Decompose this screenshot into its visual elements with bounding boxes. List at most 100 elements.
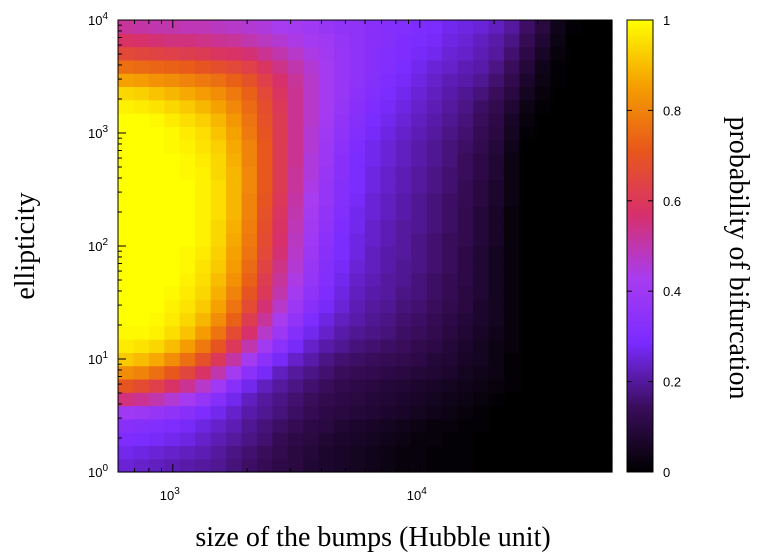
heatmap-cell: [565, 73, 582, 88]
heatmap-cell: [565, 352, 582, 367]
heatmap-cell: [287, 458, 304, 473]
heatmap-cell: [519, 418, 536, 433]
x-tick-label: 104: [407, 486, 427, 503]
heatmap-cell: [380, 259, 397, 274]
heatmap-cell: [318, 46, 335, 61]
heatmap-cell: [395, 206, 412, 221]
heatmap-cell: [303, 246, 320, 260]
heatmap-cell: [287, 445, 304, 460]
heatmap-cell: [488, 126, 505, 141]
heatmap-cell: [411, 219, 428, 234]
heatmap-cell: [272, 285, 289, 300]
heatmap-cell: [133, 259, 150, 274]
heatmap-cell: [519, 152, 536, 167]
heatmap-cell: [534, 432, 551, 447]
heatmap-cell: [241, 113, 258, 127]
heatmap-cell: [596, 246, 613, 260]
heatmap-cell: [318, 378, 335, 393]
heatmap-cell: [256, 405, 273, 420]
heatmap-cell: [164, 33, 181, 48]
heatmap-cell: [179, 86, 196, 101]
heatmap-cell: [133, 418, 150, 433]
heatmap-cell: [349, 259, 366, 274]
heatmap-cell: [365, 179, 382, 194]
heatmap-cell: [210, 299, 227, 314]
heatmap-cell: [550, 126, 567, 141]
y-tick-label: 102: [88, 237, 108, 254]
heatmap-cell: [195, 192, 212, 207]
heatmap-cell: [303, 285, 320, 300]
heatmap-cell: [534, 458, 551, 473]
heatmap-cell: [287, 325, 304, 340]
heatmap-cell: [365, 445, 382, 460]
heatmap-cell: [426, 73, 443, 88]
heatmap-cell: [303, 418, 320, 433]
heatmap-cell: [457, 20, 474, 34]
heatmap-cell: [303, 272, 320, 287]
x-axis-label: size of the bumps (Hubble unit): [195, 522, 550, 553]
heatmap-cell: [596, 206, 613, 221]
heatmap-cell: [164, 272, 181, 287]
heatmap-cell: [133, 192, 150, 207]
heatmap-cell: [272, 152, 289, 167]
heatmap-cell: [442, 33, 459, 48]
heatmap-cell: [519, 126, 536, 141]
heatmap-cell: [256, 99, 273, 114]
heatmap-cell: [473, 219, 490, 234]
heatmap-cell: [241, 352, 258, 367]
heatmap-cell: [488, 378, 505, 393]
heatmap-cell: [426, 232, 443, 247]
heatmap-cell: [118, 20, 135, 34]
heatmap-cell: [272, 86, 289, 101]
heatmap-cell: [349, 325, 366, 340]
heatmap-cell: [473, 259, 490, 274]
heatmap-cell: [503, 445, 520, 460]
heatmap-cell: [287, 113, 304, 127]
heatmap-cell: [380, 352, 397, 367]
heatmap-cell: [457, 206, 474, 221]
heatmap-cell: [519, 20, 536, 34]
heatmap-cell: [334, 73, 351, 88]
heatmap-cell: [550, 73, 567, 88]
heatmap-cell: [581, 99, 598, 114]
heatmap-cell: [334, 458, 351, 473]
heatmap-cell: [442, 20, 459, 34]
heatmap-cell: [133, 246, 150, 260]
heatmap-cell: [550, 285, 567, 300]
heatmap-cell: [349, 219, 366, 234]
heatmap-cell: [179, 219, 196, 234]
heatmap-cell: [272, 458, 289, 473]
heatmap-cell: [565, 126, 582, 141]
heatmap-cell: [550, 20, 567, 34]
heatmap-cell: [534, 152, 551, 167]
heatmap-cell: [411, 339, 428, 353]
heatmap-cell: [334, 418, 351, 433]
heatmap-cell: [534, 246, 551, 260]
heatmap-cell: [411, 59, 428, 74]
heatmap-cell: [148, 378, 165, 393]
heatmap-cell: [565, 139, 582, 154]
heatmap-cell: [318, 20, 335, 34]
heatmap-cell: [596, 339, 613, 353]
heatmap-cell: [164, 246, 181, 260]
heatmap-cell: [210, 126, 227, 141]
heatmap-cell: [133, 232, 150, 247]
heatmap-cell: [118, 339, 135, 353]
heatmap-cell: [287, 46, 304, 61]
heatmap-cell: [519, 219, 536, 234]
heatmap-cell: [442, 166, 459, 181]
heatmap-cell: [473, 272, 490, 287]
heatmap-cell: [195, 272, 212, 287]
heatmap-cell: [457, 392, 474, 407]
heatmap-cell: [565, 299, 582, 314]
heatmap-cell: [226, 126, 243, 141]
heatmap-cell: [457, 312, 474, 327]
heatmap-cell: [148, 33, 165, 48]
heatmap-cell: [256, 445, 273, 460]
heatmap-cell: [349, 113, 366, 127]
heatmap-cell: [148, 59, 165, 74]
heatmap-cell: [164, 445, 181, 460]
heatmap-cell: [488, 192, 505, 207]
heatmap-cell: [226, 46, 243, 61]
heatmap-cell: [581, 192, 598, 207]
